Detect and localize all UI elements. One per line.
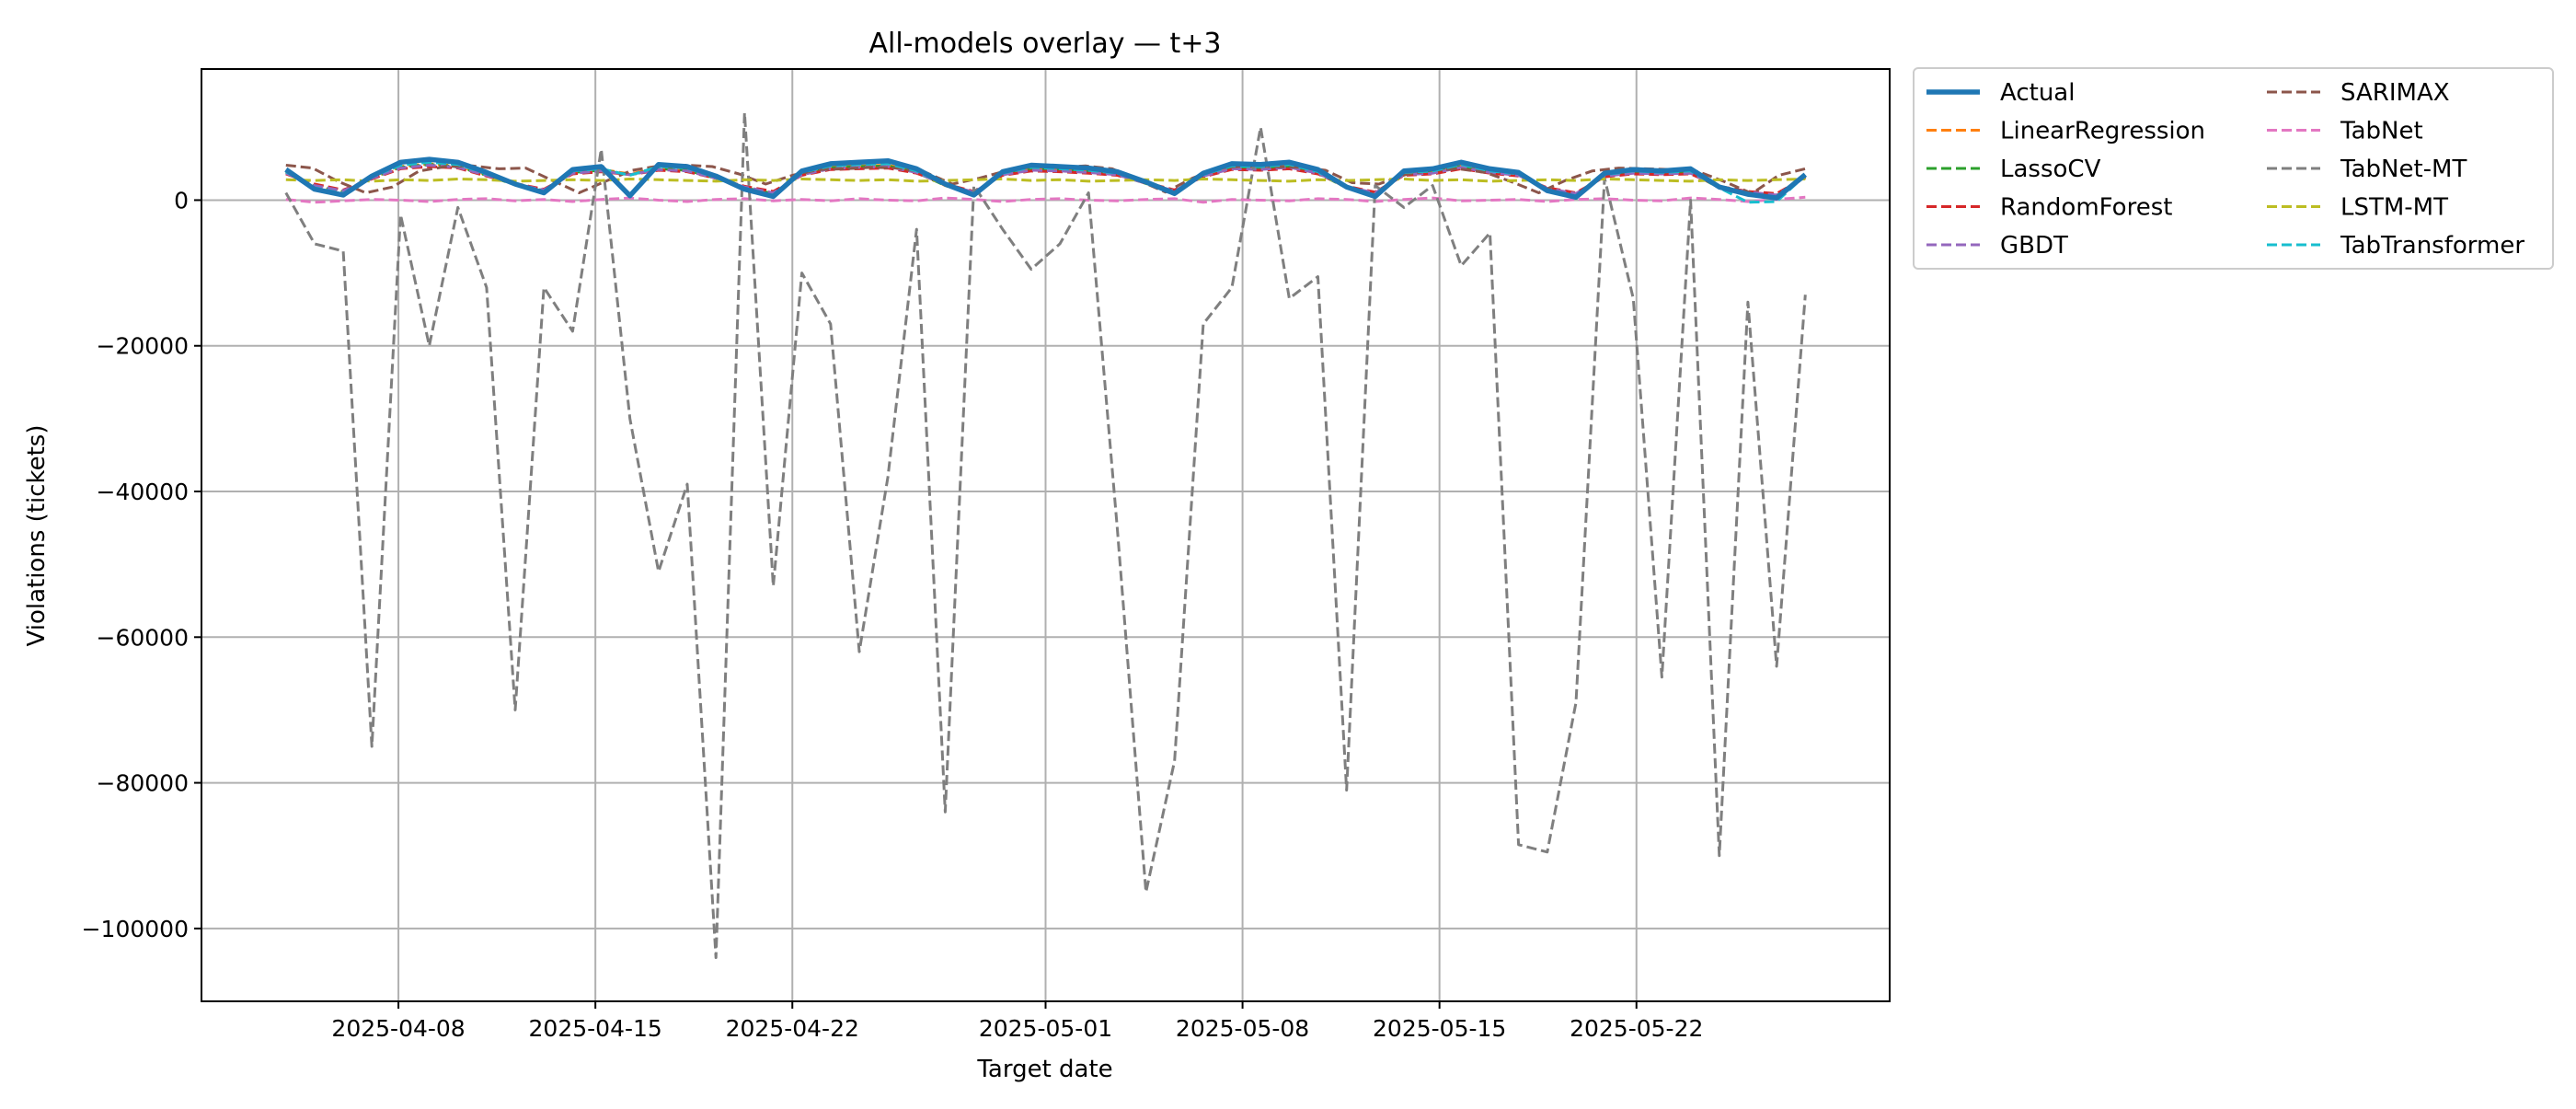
grid-layer (201, 69, 1890, 1001)
legend-frame (1913, 67, 2554, 270)
y-tick-label: −20000 (97, 333, 189, 360)
x-tick-label: 2025-05-15 (1373, 1015, 1506, 1042)
x-tick-label: 2025-04-15 (529, 1015, 662, 1042)
series-line-tabnet (285, 195, 1806, 204)
series-line-randomforest (285, 165, 1807, 195)
legend-label: TabNet (2340, 118, 2423, 145)
x-tick-label: 2025-04-22 (726, 1015, 859, 1042)
y-axis-label: Violations (tickets) (23, 425, 51, 647)
y-tick-label: 0 (174, 187, 189, 214)
legend-label: TabNet-MT (2340, 156, 2467, 183)
axes-layer: 0 −20000 −40000 −60000 −80000 −100000 2025-04-… (82, 187, 1704, 1042)
x-tick-label: 2025-05-08 (1176, 1015, 1309, 1042)
legend-label: GBDT (2000, 232, 2068, 260)
legend-label: LSTM-MT (2340, 194, 2448, 222)
series-line-sarimax (285, 164, 1806, 195)
series-line-tabnet-mt (284, 111, 1807, 959)
legend-label: LinearRegression (2000, 118, 2205, 145)
x-tick-label: 2025-05-01 (979, 1015, 1112, 1042)
series-line-actual (284, 156, 1808, 201)
x-axis-label: Target date (976, 1056, 1112, 1083)
series-layer (284, 111, 1808, 959)
x-tick-label: 2025-04-08 (331, 1015, 465, 1042)
y-tick-label: −100000 (82, 916, 189, 942)
y-tick-label: −80000 (97, 770, 189, 797)
y-tick-label: −40000 (97, 479, 189, 505)
legend-label: RandomForest (2000, 194, 2172, 222)
series-line-lstm-mt (285, 178, 1806, 183)
chart-title: All-models overlay — t+3 (868, 28, 1221, 60)
legend-label: TabTransformer (2340, 232, 2524, 260)
legend: Actual LinearRegression LassoCV RandomFores… (1913, 67, 2554, 270)
x-tick-label: 2025-05-22 (1570, 1015, 1703, 1042)
legend-label: SARIMAX (2340, 79, 2450, 107)
legend-label: LassoCV (2000, 156, 2101, 183)
legend-label: Actual (2000, 79, 2075, 107)
y-tick-label: −60000 (97, 624, 189, 651)
